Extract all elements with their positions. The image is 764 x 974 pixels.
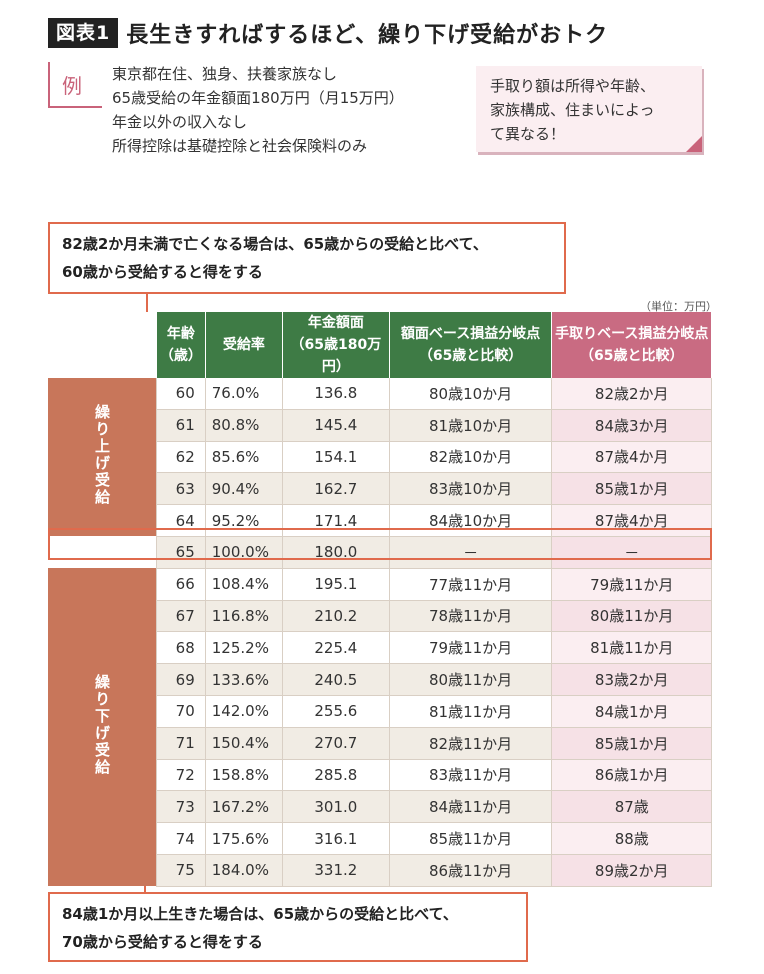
table-row: 繰り上げ受給 60 76.0% 136.8 80歳10か月 82歳2か月 [48, 378, 712, 537]
callout-line: 84歳1か月以上生きた場合は、65歳からの受給と比べて、 [62, 905, 458, 923]
unit-label: （単位：万円） [640, 300, 717, 313]
table-header-row: 年齢 （歳） 受給率 年金額面 （65歳180万円） 額面ベース損益分岐点 （65歳と… [48, 312, 712, 378]
header-age: 年齢 （歳） [156, 312, 206, 378]
table-row-65: 65 100.0% 180.0 －－ [48, 536, 712, 569]
header-rate: 受給率 [205, 312, 284, 378]
example-bracket [48, 62, 102, 108]
note-corner-fold [686, 136, 702, 152]
example-line: 65歳受給の年金額面180万円（月15万円） [112, 89, 404, 107]
note-line: 家族構成、住まいによっ [490, 101, 655, 119]
table-row: 68 125.2% 225.4 79歳11か月 81歳11か月 [48, 631, 712, 665]
header-gross-breakeven: 額面ベース損益分岐点 （65歳と比較） [389, 312, 553, 378]
group-label-blank [48, 536, 157, 569]
callout-top: 82歳2か月未満で亡くなる場合は、65歳からの受給と比べて、 60歳から受給する… [48, 222, 566, 294]
pension-table: 年齢 （歳） 受給率 年金額面 （65歳180万円） 額面ベース損益分岐点 （65歳と… [48, 312, 712, 887]
table-row: 73 167.2% 301.0 84歳11か月 87歳 [48, 790, 712, 824]
table-row: 70 142.0% 255.6 81歳11か月 84歳1か月 [48, 695, 712, 728]
header-net-breakeven: 手取りベース損益分岐点 （65歳と比較） [551, 312, 712, 378]
table-row: 75 184.0% 331.2 86歳11か月 89歳2か月 [48, 854, 712, 887]
example-line: 年金以外の収入なし [112, 113, 248, 131]
table-row: 繰り下げ受給 66 108.4% 195.1 77歳11か月 79歳11か月 [48, 568, 712, 887]
table-row: 67 116.8% 210.2 78歳11か月 80歳11か月 [48, 600, 712, 633]
example-label: 例 [62, 74, 82, 98]
title-row: 図表1 長生きすればするほど、繰り下げ受給がおトク [48, 16, 608, 50]
group-label-late: 繰り下げ受給 [48, 568, 157, 887]
note-box: 手取り額は所得や年齢、 家族構成、住まいによっ て異なる！ [476, 66, 702, 152]
table-row: 63 90.4% 162.7 83歳10か月 85歳1か月 [48, 472, 712, 506]
table-row: 61 80.8% 145.4 81歳10か月 84歳3か月 [48, 409, 712, 442]
header-blank [48, 312, 157, 378]
table-row: 62 85.6% 154.1 82歳10か月 87歳4か月 [48, 441, 712, 474]
note-line: て異なる！ [490, 125, 566, 143]
table-row: 69 133.6% 240.5 80歳11か月 83歳2か月 [48, 663, 712, 696]
figure-label: 図表1 [48, 18, 119, 48]
callout-line: 60歳から受給すると得をする [62, 263, 263, 281]
callout-bottom: 84歳1か月以上生きた場合は、65歳からの受給と比べて、 70歳から受給すると得… [48, 892, 528, 962]
callout-line: 70歳から受給すると得をする [62, 933, 263, 951]
example-conditions: 東京都在住、独身、扶養家族なし 65歳受給の年金額面180万円（月15万円） 年… [112, 62, 404, 158]
example-line: 東京都在住、独身、扶養家族なし [112, 65, 338, 83]
table-row: 71 150.4% 270.7 82歳11か月 85歳1か月 [48, 727, 712, 760]
header-amount: 年金額面 （65歳180万円） [282, 312, 390, 378]
page-title: 長生きすればするほど、繰り下げ受給がおトク [126, 23, 609, 48]
note-line: 手取り額は所得や年齢、 [490, 77, 656, 95]
table-row: 72 158.8% 285.8 83歳11か月 86歳1か月 [48, 759, 712, 792]
table-row: 64 95.2% 171.4 84歳10か月 87歳4か月 [48, 504, 712, 537]
table-row: 74 175.6% 316.1 85歳11か月 88歳 [48, 822, 712, 855]
callout-line: 82歳2か月未満で亡くなる場合は、65歳からの受給と比べて、 [62, 235, 488, 253]
example-line: 所得控除は基礎控除と社会保険料のみ [112, 137, 368, 155]
group-label-early: 繰り上げ受給 [48, 378, 157, 537]
